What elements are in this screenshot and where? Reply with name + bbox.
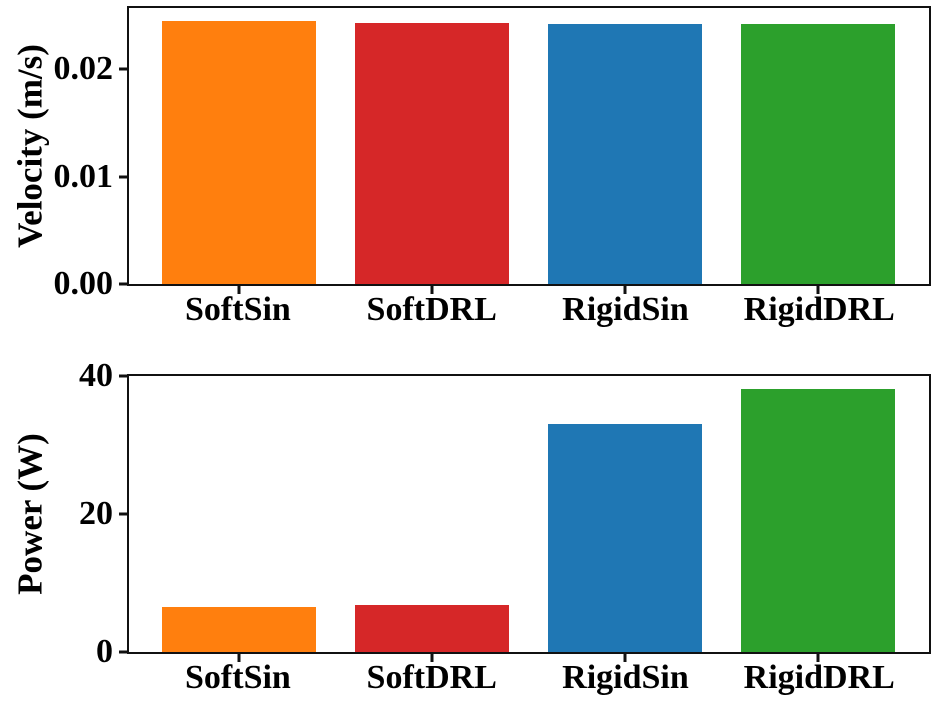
power-y-axis-label: Power (W)	[10, 433, 50, 595]
bar-rigidsin	[548, 24, 702, 284]
x-category-label-rigiddrl: RigidDRL	[743, 291, 895, 328]
x-tick-mark	[816, 654, 820, 662]
velocity-plot-area: 0.00 0.01 0.02	[54, 6, 931, 301]
x-tick-mark	[623, 654, 627, 662]
y-tick-mark	[119, 512, 127, 516]
x-tick-mark	[237, 286, 241, 294]
bar-softdrl	[355, 605, 510, 652]
bar-softdrl	[355, 23, 510, 284]
y-tick-label: 40	[79, 357, 113, 394]
velocity-y-axis-label: Velocity (m/s)	[10, 44, 50, 248]
x-category-label-rigidsin: RigidSin	[562, 291, 689, 328]
power-x-axis-labels: SoftSin SoftDRL RigidSin RigidDRL	[127, 658, 931, 704]
x-tick-mark	[816, 286, 820, 294]
x-category-label-rigiddrl: RigidDRL	[743, 659, 895, 696]
x-category-label-softdrl: SoftDRL	[366, 659, 497, 696]
bar-softsin	[162, 20, 317, 284]
x-tick-mark	[623, 286, 627, 294]
y-tick-label: 0.02	[53, 50, 114, 88]
x-category-label-softdrl: SoftDRL	[366, 291, 497, 328]
bar-rigiddrl	[740, 24, 895, 284]
bar-softsin	[162, 607, 317, 652]
y-tick-label: 0	[96, 633, 113, 670]
y-tick-mark	[119, 67, 127, 71]
x-category-label-rigidsin: RigidSin	[562, 659, 689, 696]
y-tick-mark	[119, 282, 127, 286]
y-tick-label: 0.01	[53, 157, 114, 195]
y-tick-label: 20	[79, 495, 113, 532]
y-tick-mark	[119, 650, 127, 654]
bar-rigiddrl	[740, 389, 895, 652]
x-tick-mark	[430, 654, 434, 662]
x-category-label-softsin: SoftSin	[185, 291, 291, 328]
bar-rigidsin	[548, 424, 702, 652]
x-category-label-softsin: SoftSin	[185, 659, 291, 696]
x-tick-mark	[237, 654, 241, 662]
y-tick-mark	[119, 175, 127, 179]
y-tick-label: 0.00	[53, 265, 114, 302]
y-tick-mark	[119, 374, 127, 378]
power-plot-area: 0 20 40	[79, 359, 931, 669]
x-tick-mark	[430, 286, 434, 294]
velocity-x-axis-labels: SoftSin SoftDRL RigidSin RigidDRL	[127, 290, 931, 336]
